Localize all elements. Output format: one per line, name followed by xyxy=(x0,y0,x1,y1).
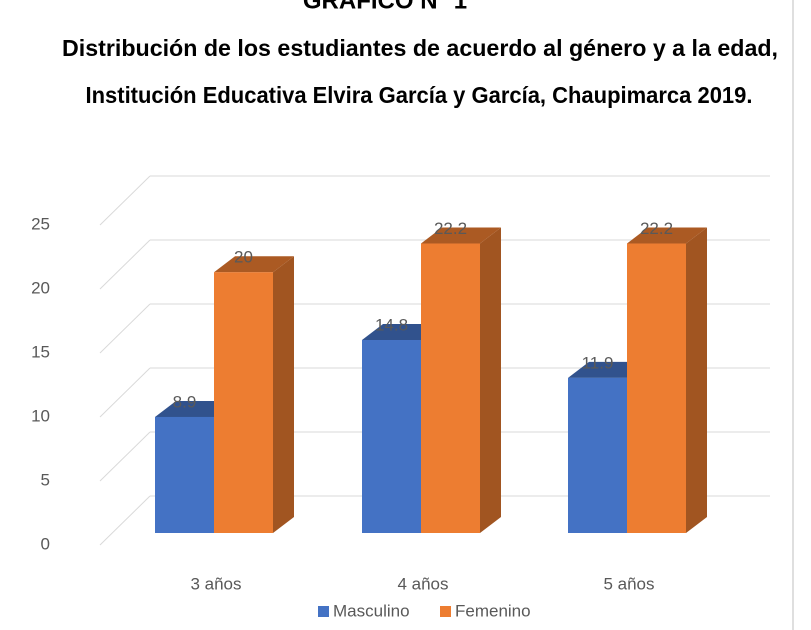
header: GRAFICO N° 1 xyxy=(303,0,467,14)
bar xyxy=(568,377,627,533)
bar-side xyxy=(273,256,294,533)
bar-top xyxy=(214,256,294,273)
grid-line xyxy=(99,367,151,418)
bar-top xyxy=(627,227,707,244)
data-label: 22.2 xyxy=(640,219,673,238)
data-label: 20 xyxy=(234,248,253,267)
bar xyxy=(421,243,480,533)
y-tick-label: 25 xyxy=(31,214,50,233)
y-tick-label: 10 xyxy=(31,406,50,425)
x-tick-label: 4 años xyxy=(397,574,448,593)
chart-title: Institución Educativa Elvira García y Ga… xyxy=(86,82,753,108)
bar xyxy=(627,243,686,533)
bar xyxy=(155,416,214,533)
bar-top xyxy=(421,227,501,244)
y-tick-label: 5 xyxy=(41,470,50,489)
bar xyxy=(214,272,273,533)
y-tick-label: 20 xyxy=(31,278,50,297)
grid-line xyxy=(99,303,151,354)
bar-side xyxy=(686,227,707,533)
grid-line xyxy=(99,431,151,482)
grid-line xyxy=(99,239,151,290)
grid-line xyxy=(99,175,151,226)
grid-line xyxy=(99,495,151,546)
bar-side xyxy=(480,227,501,533)
chart-title: Distribución de los estudiantes de acuer… xyxy=(62,35,778,61)
data-label: 14.8 xyxy=(375,315,408,334)
x-tick-label: 5 años xyxy=(603,574,654,593)
data-label: 22.2 xyxy=(434,219,467,238)
y-tick-label: 15 xyxy=(31,342,50,361)
bar xyxy=(362,340,421,533)
legend-swatch xyxy=(440,606,451,617)
x-tick-label: 3 años xyxy=(190,574,241,593)
data-label: 8.9 xyxy=(173,392,197,411)
legend-label: Femenino xyxy=(455,601,531,620)
legend-label: Masculino xyxy=(333,601,410,620)
legend-swatch xyxy=(318,606,329,617)
y-tick-label: 0 xyxy=(41,534,50,553)
data-label: 11.9 xyxy=(582,353,614,372)
